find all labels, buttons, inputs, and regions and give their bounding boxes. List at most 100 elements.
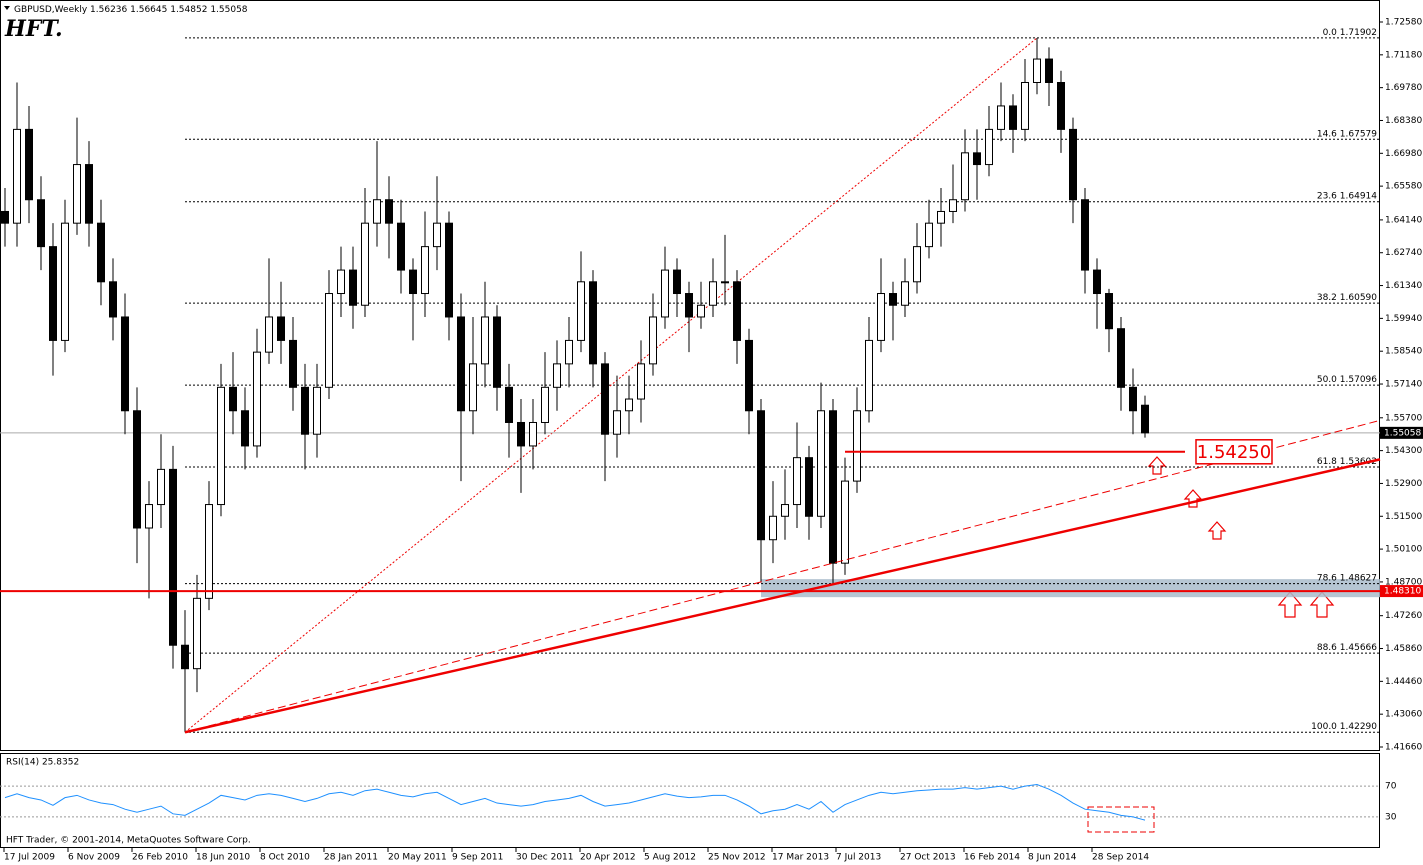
- candle-body: [577, 281, 585, 341]
- candle-body: [565, 339, 573, 365]
- fib-label: 61.8 1.53602: [1317, 456, 1377, 466]
- candle-body: [613, 410, 621, 435]
- price-box: [1380, 426, 1423, 439]
- candle-body: [85, 164, 93, 224]
- rsi-line: [4, 784, 1146, 821]
- y-tick-label: 1.57140: [1385, 380, 1422, 390]
- x-tick-label: 9 Sep 2011: [452, 853, 503, 863]
- candle-body: [517, 421, 525, 447]
- rsi-frame: [0, 753, 1380, 848]
- candle-body: [229, 386, 237, 412]
- candle-body: [589, 281, 597, 365]
- candle-body: [793, 457, 801, 506]
- candle-body: [241, 410, 249, 447]
- candle-body: [961, 152, 969, 201]
- fib-label: 88.6 1.45666: [1317, 643, 1377, 653]
- candle-body: [529, 421, 537, 447]
- candle-body: [745, 339, 753, 412]
- candle-body: [685, 293, 693, 318]
- fib-trend: [184, 37, 1038, 733]
- candle-body: [421, 246, 429, 295]
- candle-body: [865, 339, 873, 412]
- y-tick-label: 1.68380: [1385, 116, 1422, 126]
- main-frame: [0, 0, 1380, 751]
- logo: HFT.: [4, 16, 63, 42]
- candle-body: [145, 504, 153, 529]
- x-tick-label: 26 Feb 2010: [132, 853, 188, 863]
- candle-body: [121, 316, 129, 412]
- x-tick-label: 20 Apr 2012: [580, 853, 636, 863]
- trendline-dashed: [184, 419, 1381, 733]
- high: 1.56645: [130, 5, 167, 15]
- rsi-title: RSI(14) 25.8352: [6, 758, 79, 768]
- fib-level: 23.6: [1317, 191, 1337, 201]
- candle-body: [925, 222, 933, 248]
- candle-body: [505, 386, 513, 423]
- y-tick-label: 1.41660: [1385, 743, 1422, 753]
- candle-body: [49, 246, 57, 341]
- candle-body: [193, 597, 201, 670]
- candle-body: [661, 269, 669, 318]
- candle-body: [61, 222, 69, 341]
- candle-body: [1009, 105, 1017, 130]
- symbol: GBPUSD,Weekly: [14, 5, 88, 15]
- y-tick-label: 1.59940: [1385, 314, 1422, 324]
- candle-body: [733, 281, 741, 341]
- candle-body: [289, 339, 297, 388]
- candle-body: [373, 199, 381, 224]
- x-tick-label: 6 Nov 2009: [68, 853, 120, 863]
- fib-label: 50.0 1.57096: [1317, 375, 1377, 385]
- candle-body: [73, 164, 81, 224]
- y-tick-label: 1.61340: [1385, 281, 1422, 291]
- y-tick-label: 1.69780: [1385, 83, 1422, 93]
- arrow: [1277, 591, 1303, 618]
- candle-body: [949, 199, 957, 212]
- fib-level: 100.0: [1311, 722, 1337, 732]
- rsi-tick-label: 70: [1385, 782, 1397, 792]
- support-zone: [761, 579, 1380, 598]
- y-tick-label: 1.50100: [1385, 545, 1422, 555]
- candle-body: [937, 210, 945, 224]
- x-tick-label: 16 Feb 2014: [964, 853, 1020, 863]
- candle-body: [997, 105, 1005, 130]
- candle-body: [409, 269, 417, 295]
- candle-body: [433, 222, 441, 248]
- y-tick-label: 1.72580: [1385, 18, 1422, 28]
- arrows: [1147, 456, 1335, 618]
- y-tick-label: 1.55700: [1385, 413, 1422, 423]
- support-label-box: [1380, 585, 1423, 598]
- candle-body: [781, 504, 789, 517]
- open: 1.56236: [90, 5, 127, 15]
- x-tick-label: 8 Oct 2010: [260, 853, 310, 863]
- candle-body: [829, 410, 837, 564]
- x-tick-label: 28 Sep 2014: [1092, 853, 1149, 863]
- x-tick-label: 30 Dec 2011: [516, 853, 574, 863]
- support-label: 1.48310: [1384, 587, 1421, 597]
- arrow: [1207, 521, 1227, 540]
- fib-price: 1.42290: [1340, 722, 1377, 732]
- candle-body: [553, 363, 561, 388]
- fib-label: 100.0 1.42290: [1311, 722, 1377, 732]
- candle-body: [889, 293, 897, 306]
- arrow: [1309, 591, 1335, 618]
- x-tick-label: 28 Jan 2011: [324, 853, 378, 863]
- candle-body: [697, 304, 705, 318]
- candle-body: [325, 293, 333, 388]
- candle-body: [469, 363, 477, 412]
- fib-level: 61.8: [1317, 456, 1337, 466]
- x-tick-label: 25 Nov 2012: [708, 853, 766, 863]
- candle-body: [1129, 386, 1137, 412]
- fib-price: 1.45666: [1340, 643, 1377, 653]
- y-tick-label: 1.44460: [1385, 677, 1422, 687]
- close: 1.55058: [210, 5, 247, 15]
- fib-level: 88.6: [1317, 643, 1337, 653]
- y-tick-label: 1.58540: [1385, 347, 1422, 357]
- copyright: HFT Trader, © 2001-2014, MetaQuotes Soft…: [6, 836, 251, 846]
- target-label: 1.54250: [1197, 442, 1271, 463]
- fib-price: 1.57096: [1340, 375, 1377, 385]
- candle-body: [1069, 128, 1077, 201]
- x-tick-label: 27 Oct 2013: [900, 853, 956, 863]
- y-tick-label: 1.48700: [1385, 577, 1422, 587]
